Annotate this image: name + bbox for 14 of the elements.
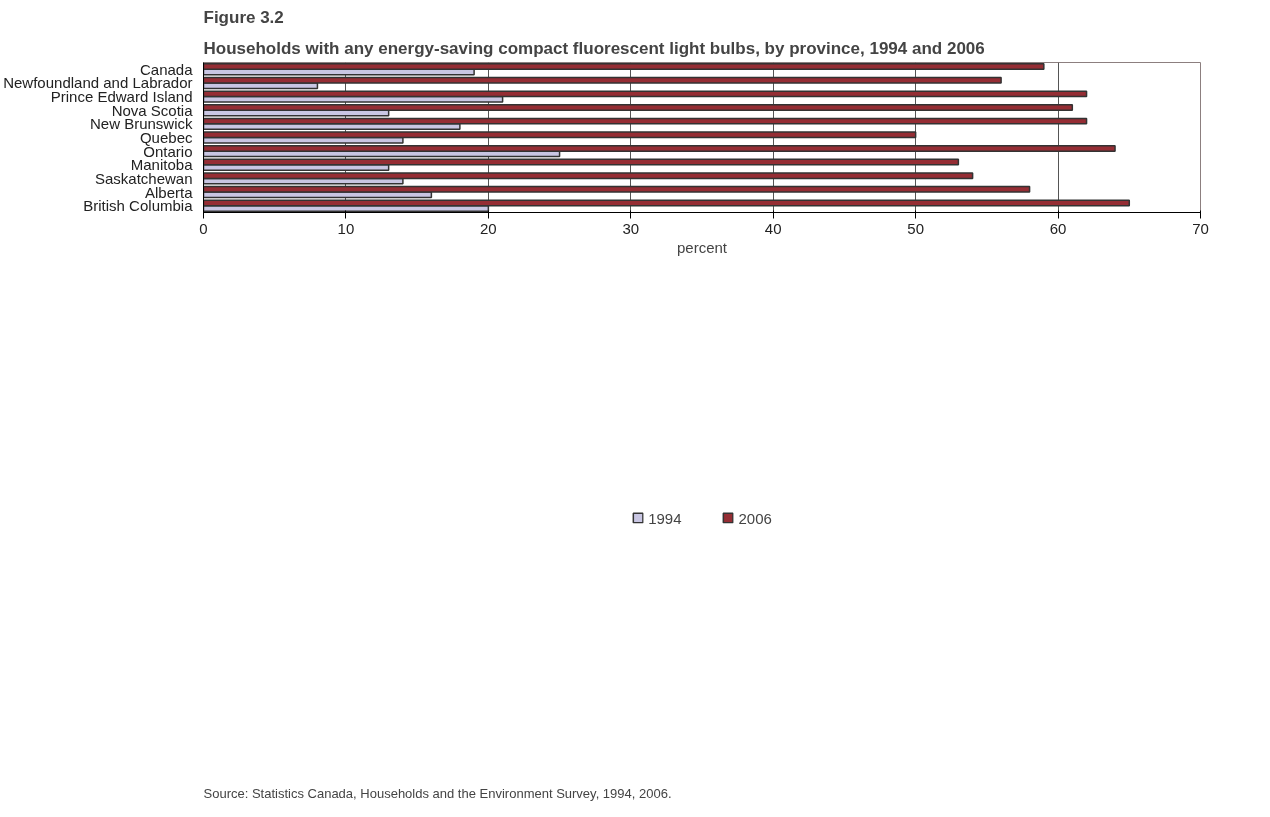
legend-label: 2006 [738,509,772,527]
x-tick-label: 50 [907,219,924,237]
chart-subtitle: Households with any energy-saving compact fluorescent light bulbs, by province, 1994 and 2006 [203,38,985,58]
x-tick-label: 10 [337,219,355,237]
x-tick-label: 0 [199,219,208,237]
chart-title: Figure 3.2 [203,7,284,27]
x-axis-title: percent [676,238,728,256]
source-note: Source: Statistics Canada, Households and the Environment Survey, 1994, 2006. [203,785,672,801]
x-tick-label: 30 [622,219,640,237]
x-tick-label: 20 [480,219,497,237]
x-tick-label: 60 [1049,219,1067,237]
legend-label: 1994 [648,509,682,527]
x-tick-label: 40 [764,219,782,237]
x-tick-label: 70 [1192,219,1209,237]
